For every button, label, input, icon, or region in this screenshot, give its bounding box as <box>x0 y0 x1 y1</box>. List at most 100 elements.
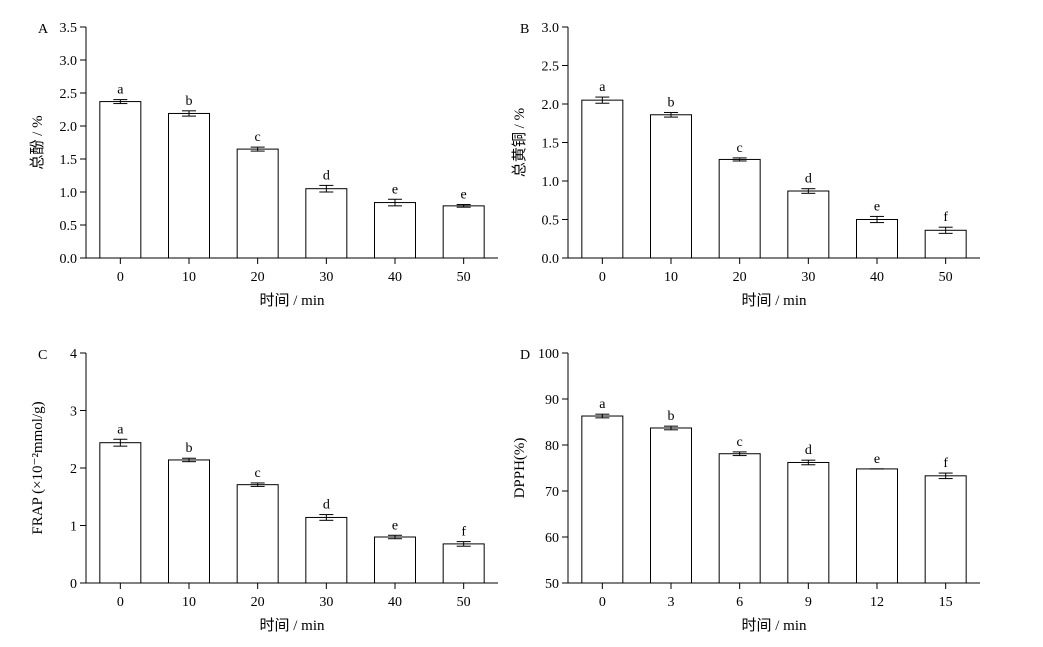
x-tick-label: 0 <box>117 270 124 285</box>
panel-d: D 50 60 70 80 90 100 DPPH(%) 0 a 3 b 6 c 9 d 12 e 15 f 时间 / … <box>512 347 980 634</box>
significance-letter: d <box>323 498 330 513</box>
bar <box>924 229 967 259</box>
significance-letter: a <box>599 397 606 412</box>
x-tick-label: 50 <box>939 270 953 285</box>
bar <box>168 112 210 259</box>
x-axis-label: 时间 / min <box>741 292 807 309</box>
significance-letter: b <box>186 94 193 109</box>
significance-letter: c <box>737 141 743 156</box>
significance-letter: b <box>668 95 675 110</box>
y-tick-label: 1.5 <box>542 137 560 152</box>
y-tick-label: 50 <box>545 577 559 592</box>
x-tick-label: 20 <box>251 270 265 285</box>
bar <box>305 516 348 584</box>
y-tick-label: 0.0 <box>542 252 560 267</box>
y-tick-label: 1 <box>70 520 77 535</box>
y-axis-label: 总酚 / % <box>29 115 46 169</box>
y-tick-label: 0.5 <box>542 214 560 229</box>
y-tick-label: 0 <box>70 577 77 592</box>
bar <box>236 148 279 259</box>
bar <box>99 101 142 259</box>
significance-letter: b <box>186 441 193 456</box>
significance-letter: d <box>805 443 812 458</box>
x-tick-label: 10 <box>664 270 678 285</box>
bar <box>718 158 761 259</box>
y-tick-label: 3.5 <box>60 21 78 36</box>
x-tick-label: 50 <box>457 595 471 610</box>
panel-letter: C <box>38 348 47 363</box>
significance-letter: f <box>943 456 948 471</box>
significance-letter: c <box>255 130 261 145</box>
panel-c: C 0 1 2 3 4 FRAP (×10⁻²mmol/g) 0 a 10 b 20 c 30 d 40 e 50… <box>30 347 498 634</box>
y-tick-label: 100 <box>538 347 559 362</box>
x-tick-label: 30 <box>801 270 815 285</box>
bar <box>442 543 485 584</box>
y-tick-label: 1.0 <box>60 186 78 201</box>
bar <box>581 415 624 584</box>
x-tick-label: 10 <box>182 595 196 610</box>
significance-letter: a <box>599 80 606 95</box>
y-tick-label: 60 <box>545 531 559 546</box>
significance-letter: d <box>805 172 812 187</box>
significance-letter: e <box>874 452 880 467</box>
x-tick-label: 30 <box>319 270 333 285</box>
bar <box>650 114 692 259</box>
x-tick-label: 20 <box>733 270 747 285</box>
bar <box>236 484 279 584</box>
bar <box>856 468 898 584</box>
significance-letter: b <box>668 409 675 424</box>
y-tick-label: 0.5 <box>60 219 78 234</box>
bar <box>581 99 624 259</box>
significance-letter: c <box>255 466 261 481</box>
bar <box>305 188 348 259</box>
x-tick-label: 40 <box>388 270 402 285</box>
bar <box>168 459 210 584</box>
panel-letter: B <box>520 22 529 37</box>
x-tick-label: 20 <box>251 595 265 610</box>
y-tick-label: 2 <box>70 462 77 477</box>
panel-b: B 0.0 0.5 1.0 1.5 2.0 2.5 3.0 总黄铜 / % 0 a 10 b 20 c 30 d… <box>511 21 980 309</box>
bar <box>924 475 967 584</box>
x-tick-label: 50 <box>457 270 471 285</box>
panel-letter: A <box>38 22 49 37</box>
y-tick-label: 2.5 <box>60 87 78 102</box>
y-axis-label: FRAP (×10⁻²mmol/g) <box>30 401 46 534</box>
x-tick-label: 15 <box>939 595 953 610</box>
x-tick-label: 6 <box>736 595 743 610</box>
significance-letter: a <box>117 422 124 437</box>
significance-letter: a <box>117 83 124 98</box>
bar <box>650 427 692 584</box>
y-tick-label: 0.0 <box>60 252 78 267</box>
x-tick-label: 30 <box>319 595 333 610</box>
significance-letter: f <box>461 525 466 540</box>
bar <box>374 536 416 584</box>
y-tick-label: 1.5 <box>60 153 78 168</box>
bar <box>718 453 761 584</box>
y-axis-label: 总黄铜 / % <box>511 108 528 177</box>
bar <box>99 442 142 584</box>
y-tick-label: 3.0 <box>542 21 560 36</box>
x-axis-label: 时间 / min <box>259 617 325 634</box>
x-tick-label: 10 <box>182 270 196 285</box>
panel-letter: D <box>520 348 530 363</box>
y-tick-label: 3 <box>70 405 77 420</box>
significance-letter: e <box>461 188 467 203</box>
y-tick-label: 70 <box>545 485 559 500</box>
bar <box>787 190 830 259</box>
y-tick-label: 2.0 <box>60 120 78 135</box>
x-tick-label: 40 <box>388 595 402 610</box>
significance-letter: d <box>323 168 330 183</box>
x-tick-label: 9 <box>805 595 812 610</box>
y-axis-label: DPPH(%) <box>512 438 528 499</box>
x-tick-label: 0 <box>599 595 606 610</box>
significance-letter: e <box>392 182 398 197</box>
panel-a: A 0.0 0.5 1.0 1.5 2.0 2.5 3.0 3.5 总酚 / % 0 a 10 b 20 c 3… <box>29 21 498 309</box>
y-tick-label: 90 <box>545 393 559 408</box>
x-tick-label: 0 <box>117 595 124 610</box>
x-tick-label: 0 <box>599 270 606 285</box>
x-axis-label: 时间 / min <box>741 617 807 634</box>
significance-letter: e <box>392 518 398 533</box>
x-tick-label: 3 <box>668 595 675 610</box>
bar <box>374 202 416 259</box>
